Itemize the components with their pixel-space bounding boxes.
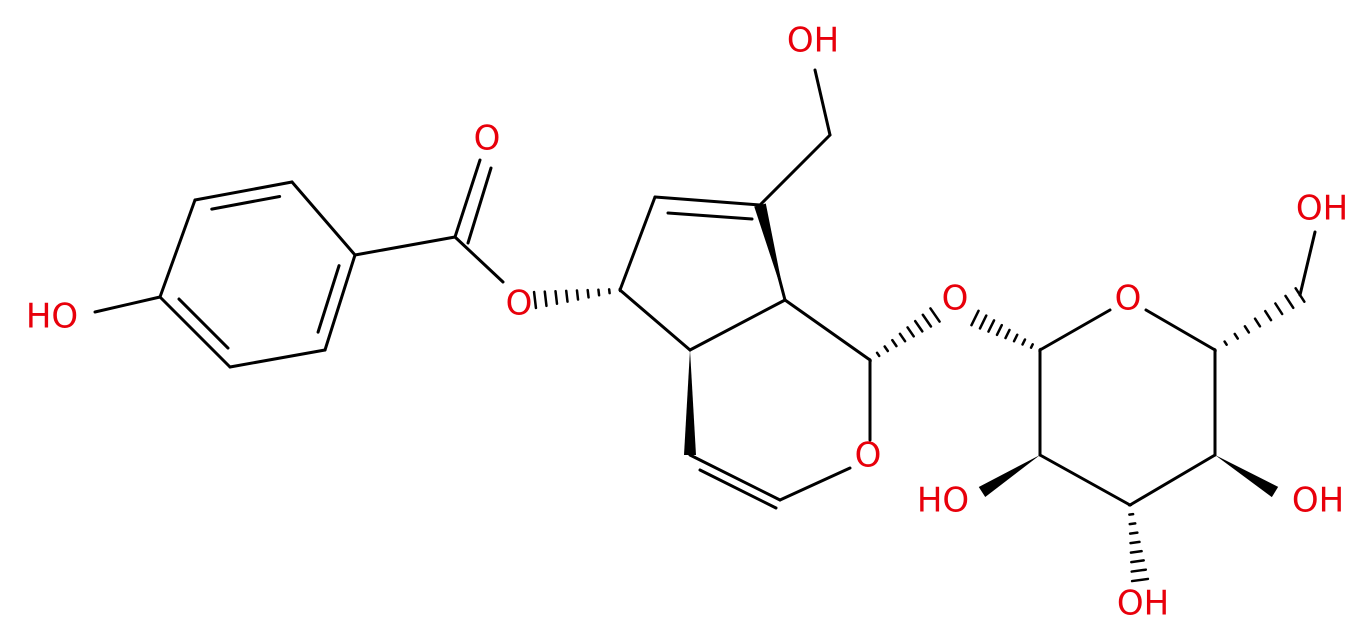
hash-bond xyxy=(597,288,601,297)
hash-bond xyxy=(554,290,559,305)
bond xyxy=(158,198,197,299)
bond xyxy=(688,453,782,502)
bond xyxy=(1128,453,1217,507)
bond xyxy=(1038,308,1112,352)
bond xyxy=(228,348,327,369)
atom-label: O xyxy=(474,119,501,159)
hash-bond xyxy=(1274,302,1284,316)
hash-bond xyxy=(1213,347,1217,353)
hash-bond xyxy=(1021,338,1027,346)
bond xyxy=(783,298,872,362)
hash-bond xyxy=(1130,577,1150,583)
hash-bond xyxy=(1130,568,1148,573)
atom-label: HO xyxy=(26,297,78,337)
atom-label: O xyxy=(1115,279,1142,319)
bond xyxy=(1298,230,1317,297)
bond xyxy=(618,195,657,292)
hash-bond xyxy=(1129,549,1143,554)
hash-bond xyxy=(978,314,988,330)
hash-bond xyxy=(575,289,580,301)
bond xyxy=(758,133,832,207)
bond xyxy=(618,288,692,352)
hash-bond xyxy=(1284,294,1295,310)
hash-bond xyxy=(532,290,538,310)
bond xyxy=(466,166,493,245)
bond xyxy=(453,158,482,239)
hash-bond xyxy=(1130,559,1145,564)
hash-bond xyxy=(995,323,1003,337)
bond xyxy=(698,468,778,510)
hash-bond xyxy=(891,338,898,348)
hash-bond xyxy=(929,307,941,323)
atom-label: O xyxy=(942,279,969,319)
hash-bond xyxy=(564,289,569,303)
hash-bond xyxy=(875,351,881,358)
atom-label: O xyxy=(506,284,533,324)
bond xyxy=(778,466,852,502)
bond xyxy=(1144,308,1217,352)
wedge-bond xyxy=(754,203,785,300)
hash-bond xyxy=(913,319,924,333)
hash-bond xyxy=(898,332,907,343)
hash-bond xyxy=(1129,540,1141,545)
bond xyxy=(316,264,341,334)
hash-bond xyxy=(906,326,915,338)
atom-label: OH xyxy=(787,21,839,61)
hash-bond xyxy=(1223,340,1228,346)
atom-label: OH xyxy=(1296,189,1348,229)
bond xyxy=(193,180,294,202)
wedge-bond xyxy=(684,350,696,455)
bond xyxy=(666,211,754,221)
hash-bond xyxy=(868,357,872,363)
hash-bond xyxy=(970,309,980,327)
hash-bond xyxy=(1263,309,1273,322)
bond xyxy=(353,235,457,257)
bond xyxy=(93,295,162,314)
hash-bond xyxy=(586,288,590,299)
bond xyxy=(813,68,832,137)
bond xyxy=(453,235,505,284)
atom-label: O xyxy=(855,436,882,476)
hash-bond xyxy=(883,345,890,353)
hash-bond xyxy=(1253,317,1262,328)
hash-bond xyxy=(1128,522,1137,526)
wedge-bond xyxy=(978,455,1040,498)
hash-bond xyxy=(1128,531,1139,535)
bond xyxy=(177,297,230,350)
bond xyxy=(290,180,357,257)
hash-bond xyxy=(1012,333,1019,343)
atom-label: OH xyxy=(1292,481,1344,521)
bond xyxy=(688,298,787,352)
bond xyxy=(653,195,762,207)
atom-label: OH xyxy=(1117,584,1169,624)
hash-bond xyxy=(1243,325,1251,334)
hash-bond xyxy=(1029,343,1034,349)
hash-bond xyxy=(1004,328,1011,340)
hash-bond xyxy=(543,290,548,308)
wedge-bond xyxy=(1215,455,1279,498)
bond xyxy=(323,253,357,352)
bond xyxy=(210,194,282,211)
atom-label: HO xyxy=(917,481,969,521)
bond xyxy=(1038,453,1132,507)
bond xyxy=(158,295,232,369)
hash-bond xyxy=(987,319,996,333)
hash-bond xyxy=(1233,332,1239,340)
hash-bond xyxy=(921,313,933,328)
